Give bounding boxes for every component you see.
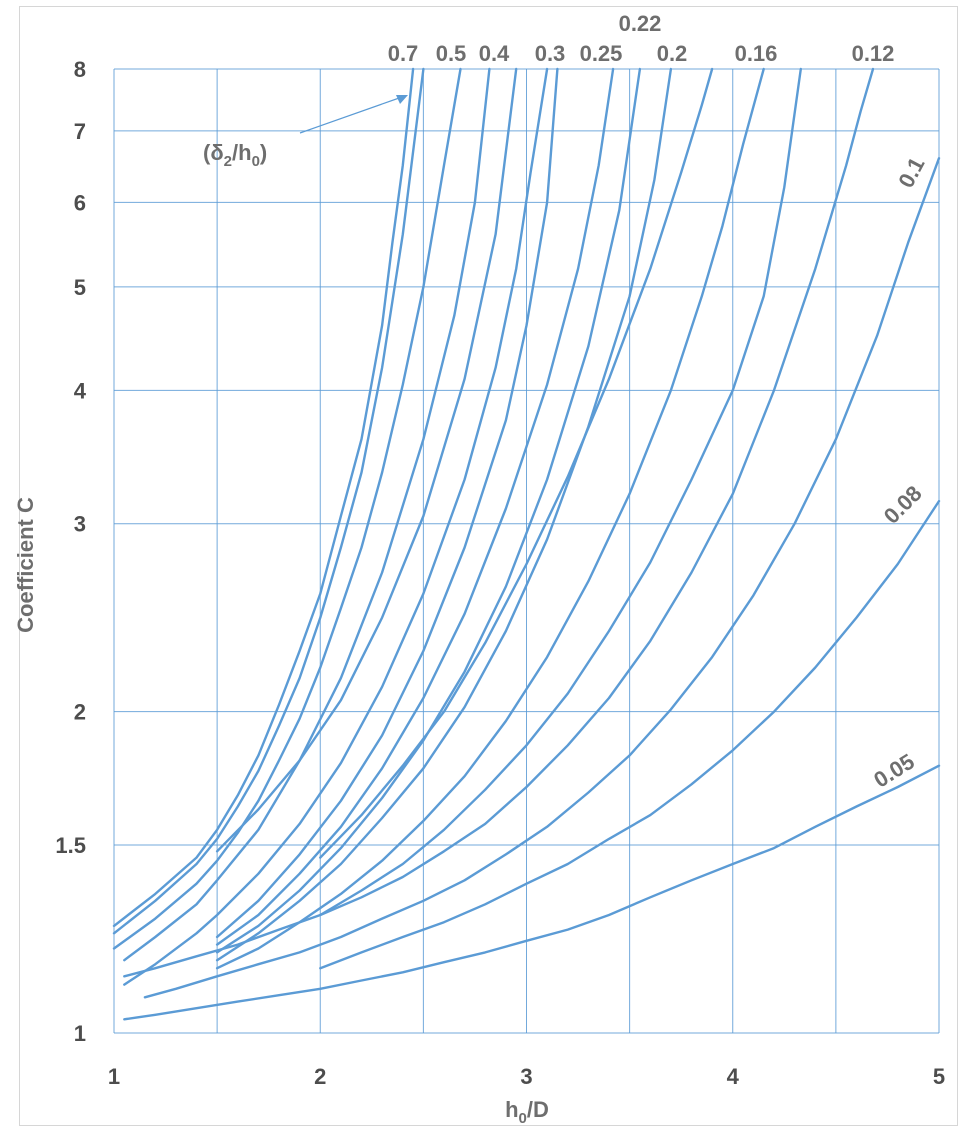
curve-labels: 0.7 0.5 0.4 0.3 0.25 0.22 0.2 0.16 0.12 0.1 0.08 0.… (388, 11, 930, 793)
series-line-0-3 (123, 67, 549, 986)
y-tick-label: 8 (74, 57, 86, 82)
curve-label-0-5: 0.5 (436, 41, 467, 66)
arrowhead-icon (396, 95, 408, 104)
series-line-0-35 (123, 67, 491, 962)
series-line-0-28 (215, 67, 559, 939)
x-tick-label: 3 (520, 1064, 532, 1089)
parameter-annotation: (δ2/h0) (203, 95, 408, 170)
series-line-0-5 (112, 67, 425, 935)
curve-label-0-25: 0.25 (580, 41, 623, 66)
curve-label-0-7: 0.7 (388, 41, 419, 66)
y-tick-label: 6 (74, 190, 86, 215)
y-tick-label: 7 (74, 119, 86, 144)
x-tick-labels: 1 2 3 4 5 (108, 1064, 945, 1089)
annotation-arrow (299, 96, 403, 134)
y-tick-label: 1 (74, 1021, 86, 1046)
x-axis-title: h0/D (505, 1097, 549, 1127)
curve-label-0-16: 0.16 (735, 41, 778, 66)
series-line-0-32 (215, 67, 518, 853)
y-tick-labels: 1 1.5 2 3 4 5 6 7 8 (55, 57, 86, 1046)
chart-frame (19, 6, 958, 1126)
series-line-0-7 (112, 67, 415, 928)
data-series (112, 67, 941, 1021)
y-tick-label: 5 (74, 275, 86, 300)
curve-label-0-05: 0.05 (869, 749, 919, 793)
y-tick-label: 3 (74, 512, 86, 537)
y-tick-label: 1.5 (55, 833, 86, 858)
x-tick-label: 4 (727, 1064, 740, 1089)
annotation-text: (δ2/h0) (203, 140, 267, 170)
y-tick-label: 2 (74, 700, 86, 725)
series-line-0-08 (319, 499, 941, 970)
y-axis-title: Coefficient C (13, 497, 38, 633)
series-line-0-16 (215, 67, 765, 970)
grid-lines (113, 68, 940, 1034)
series-line-0-14 (319, 67, 802, 917)
series-line-0-22 (215, 67, 642, 954)
series-line-0-18 (319, 67, 714, 859)
series-line-0-4 (112, 67, 462, 950)
y-tick-label: 4 (74, 378, 87, 403)
series-line-0-25 (215, 67, 615, 946)
curve-label-0-2: 0.2 (657, 41, 688, 66)
x-tick-label: 5 (933, 1064, 945, 1089)
curve-label-0-3: 0.3 (535, 41, 566, 66)
curve-label-0-4: 0.4 (479, 41, 510, 66)
series-line-0-1 (143, 157, 941, 999)
curve-label-0-12: 0.12 (852, 41, 895, 66)
curve-label-0-22: 0.22 (619, 11, 662, 36)
series-line-0-2 (215, 67, 673, 962)
x-tick-label: 1 (108, 1064, 120, 1089)
series-line-0-05 (123, 764, 941, 1021)
curve-label-0-08: 0.08 (879, 481, 927, 529)
x-tick-label: 2 (314, 1064, 326, 1089)
series-line-0-12 (123, 67, 875, 978)
curve-label-0-1: 0.1 (893, 153, 929, 192)
